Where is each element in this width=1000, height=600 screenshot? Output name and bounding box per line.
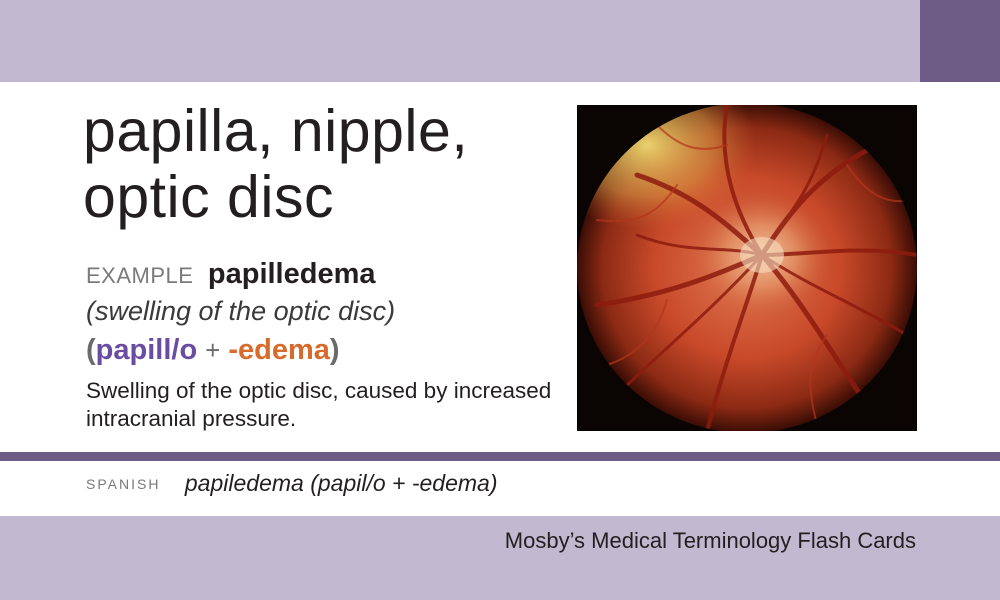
breakdown-plus: + [205,335,221,365]
description-text: Swelling of the optic disc, caused by in… [86,378,552,431]
spanish-row: SPANISH papiledema (papil/o + -edema) [86,470,498,497]
section-divider [0,452,1000,461]
breakdown-root: papill/o [95,334,198,366]
example-meaning: (swelling of the optic disc) [86,296,396,326]
definition-line-2: optic disc [83,164,334,230]
fundus-image [577,105,917,431]
spanish-term: papiledema (papil/o + -edema) [184,470,498,496]
definition-heading: papilla, nipple, optic disc [83,98,468,230]
spanish-label: SPANISH [86,475,161,492]
bottom-band [0,516,1000,600]
breakdown-suffix: -edema [228,334,330,366]
word-breakdown: (papill/o + -edema) [86,334,340,367]
breakdown-open-paren: ( [86,334,96,366]
top-band [0,0,920,82]
top-corner-accent [920,0,1000,82]
breakdown-close-paren: ) [329,334,340,366]
example-label: EXAMPLE [86,263,194,288]
optic-disc-photo [577,105,917,431]
example-line: EXAMPLE papilledema [86,258,376,291]
example-term: papilledema [207,258,376,290]
brand-text: Mosby’s Medical Terminology Flash Cards [504,528,916,553]
definition-line-1: papilla, nipple, [83,98,469,164]
